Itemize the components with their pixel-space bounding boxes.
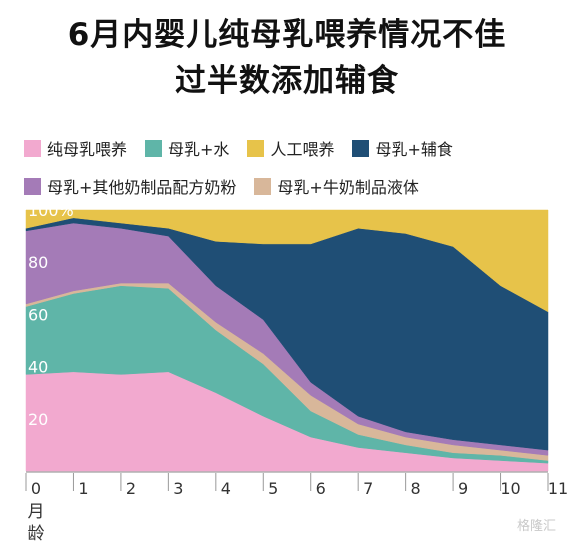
legend-swatch [24,139,41,157]
y-tick-label: 60 [28,305,48,324]
legend-item-breastmilk-water: 母乳+水 [145,136,229,160]
watermark-text: 格隆汇 [516,519,556,534]
x-tick-label: 4 [221,479,231,498]
y-tick-label: 80 [28,253,48,272]
legend-row-1: 纯母乳喂养 母乳+水 人工喂养 母乳+辅食 [24,136,564,160]
legend-swatch [352,139,370,157]
y-tick-label: 100% [28,201,74,220]
x-tick-label: 6 [316,479,326,498]
legend-item-formula-feeding: 人工喂养 [247,136,334,160]
legend-label: 纯母乳喂养 [47,140,128,159]
x-tick-label: 9 [458,479,468,498]
legend-label: 母乳+水 [168,140,230,159]
x-tick-label: 1 [78,479,88,498]
x-tick-label: 3 [173,479,183,498]
legend-swatch [254,177,272,195]
x-tick-label: 7 [363,479,373,498]
legend-label: 母乳+牛奶制品液体 [277,178,419,197]
x-unit-label: 龄 [28,524,45,544]
x-tick-label: 11 [548,479,568,498]
legend-item-breastmilk-other-formula: 母乳+其他奶制品配方奶粉 [24,174,236,198]
legend-swatch [247,139,265,157]
legend-item-exclusive-breastfeeding: 纯母乳喂养 [24,136,127,160]
chart-legend: 纯母乳喂养 母乳+水 人工喂养 母乳+辅食 母乳+其他奶制品配方奶粉 母乳+牛奶… [24,136,564,212]
chart-title-line1: 6月内婴儿纯母乳喂养情况不佳 [67,17,507,53]
y-tick-label: 40 [28,358,48,377]
legend-row-2: 母乳+其他奶制品配方奶粉 母乳+牛奶制品液体 [24,174,564,198]
legend-item-breastmilk-milk-liquid: 母乳+牛奶制品液体 [254,174,419,198]
x-tick-label: 2 [126,479,136,498]
legend-swatch [24,177,41,195]
x-tick-label: 5 [268,479,278,498]
chart-title-line2: 过半数添加辅食 [175,63,399,99]
x-tick-label: 8 [411,479,421,498]
legend-item-breastmilk-solids: 母乳+辅食 [352,136,453,160]
x-tick-label: 0 [31,479,41,498]
x-tick-label: 10 [500,479,520,498]
legend-label: 人工喂养 [270,140,335,159]
x-unit-label: 月 [28,502,45,522]
legend-label: 母乳+辅食 [375,140,453,159]
legend-swatch [145,139,163,157]
area-series-5 [25,209,549,313]
y-tick-label: 20 [28,410,48,429]
legend-label: 母乳+其他奶制品配方奶粉 [47,178,237,197]
